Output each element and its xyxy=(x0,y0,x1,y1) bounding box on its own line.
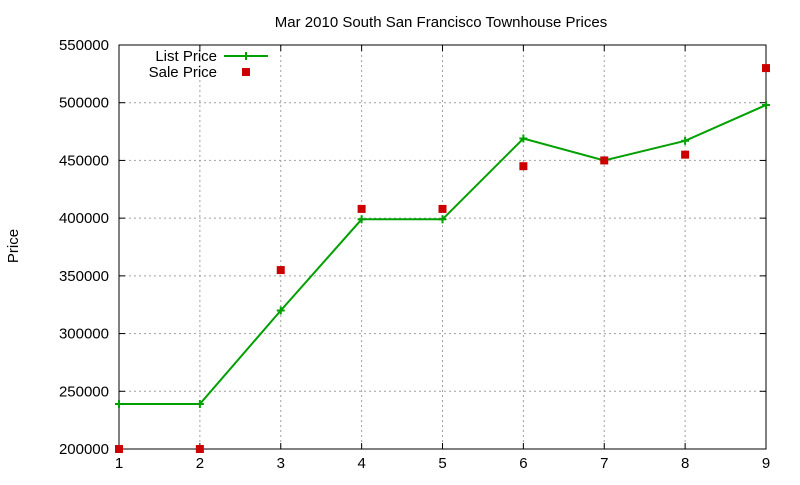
y-tick-label: 400000 xyxy=(59,210,109,227)
data-point xyxy=(357,204,366,213)
series-sale-price xyxy=(115,64,770,453)
data-point xyxy=(276,266,285,275)
y-tick-label: 250000 xyxy=(59,383,109,400)
data-point xyxy=(762,64,770,73)
data-point xyxy=(195,399,204,408)
x-tick-label: 7 xyxy=(600,455,608,472)
data-point xyxy=(115,445,123,453)
series xyxy=(115,64,770,453)
x-tick-label: 5 xyxy=(438,455,446,472)
data-point xyxy=(115,399,123,408)
legend-swatch-marker xyxy=(242,52,250,60)
data-point xyxy=(276,306,285,315)
data-point xyxy=(600,156,609,165)
legend-label: Sale Price xyxy=(149,64,217,81)
x-tick-label: 1 xyxy=(115,455,123,472)
x-tick-label: 4 xyxy=(357,455,365,472)
x-tick-label: 6 xyxy=(519,455,527,472)
grid-lines xyxy=(119,45,766,449)
y-tick-label: 450000 xyxy=(59,152,109,169)
y-tick-label: 200000 xyxy=(59,441,109,458)
y-tick-label: 300000 xyxy=(59,326,109,343)
y-axis-label: Price xyxy=(5,229,22,263)
chart-title: Mar 2010 South San Francisco Townhouse P… xyxy=(275,14,607,31)
data-point xyxy=(195,445,204,453)
x-tick-label: 8 xyxy=(681,455,689,472)
data-point xyxy=(681,136,690,145)
legend-item: List Price xyxy=(155,48,268,65)
legend-item: Sale Price xyxy=(149,64,250,81)
data-point xyxy=(438,215,447,224)
data-point xyxy=(438,204,447,213)
x-tick-label: 2 xyxy=(196,455,204,472)
y-tick-label: 500000 xyxy=(59,95,109,112)
data-point xyxy=(519,162,528,171)
x-tick-label: 3 xyxy=(277,455,285,472)
y-tick-label: 350000 xyxy=(59,268,109,285)
axis-ticks: 1 2 3 4 5 6 7 8 9 200000 250000 300000 350000 400000 4… xyxy=(59,37,770,472)
series-line xyxy=(119,104,767,405)
legend-swatch-marker xyxy=(242,68,250,76)
data-point xyxy=(681,150,690,159)
y-tick-label: 550000 xyxy=(59,37,109,54)
x-tick-label: 9 xyxy=(762,455,770,472)
data-point xyxy=(762,101,770,110)
data-point xyxy=(519,134,528,143)
legend-label: List Price xyxy=(155,48,217,65)
data-point xyxy=(357,215,366,224)
